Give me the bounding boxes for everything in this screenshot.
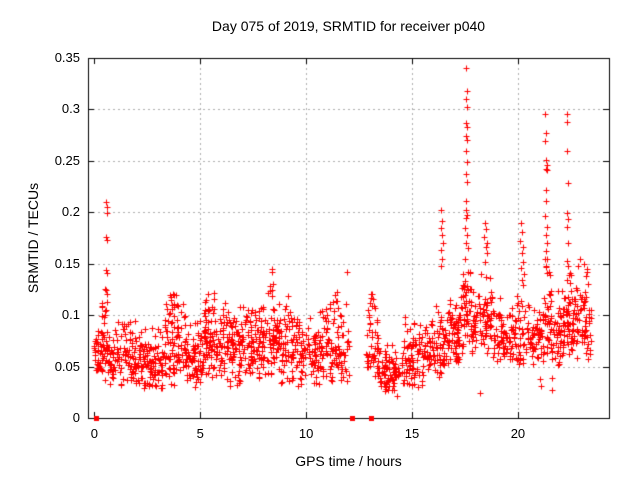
y-tick-label: 0.25 — [54, 152, 80, 168]
y-tick-label: 0.1 — [61, 307, 80, 323]
x-tick-label: 20 — [510, 426, 526, 441]
x-tick-label: 10 — [298, 426, 314, 441]
y-tick-label: 0.3 — [61, 101, 80, 117]
y-tick-label: 0.35 — [54, 50, 80, 65]
x-tick-label: 0 — [90, 426, 98, 441]
y-tick-label: 0.2 — [61, 204, 80, 220]
y-tick-label: 0.15 — [54, 255, 80, 271]
chart-title: Day 075 of 2019, SRMTID for receiver p04… — [211, 18, 486, 34]
x-axis-label: GPS time / hours — [295, 453, 402, 469]
x-tick-label: 15 — [404, 426, 420, 441]
x-tick-label: 5 — [196, 426, 204, 441]
y-tick-label: 0 — [72, 410, 80, 425]
y-tick-label: 0.05 — [54, 358, 80, 374]
